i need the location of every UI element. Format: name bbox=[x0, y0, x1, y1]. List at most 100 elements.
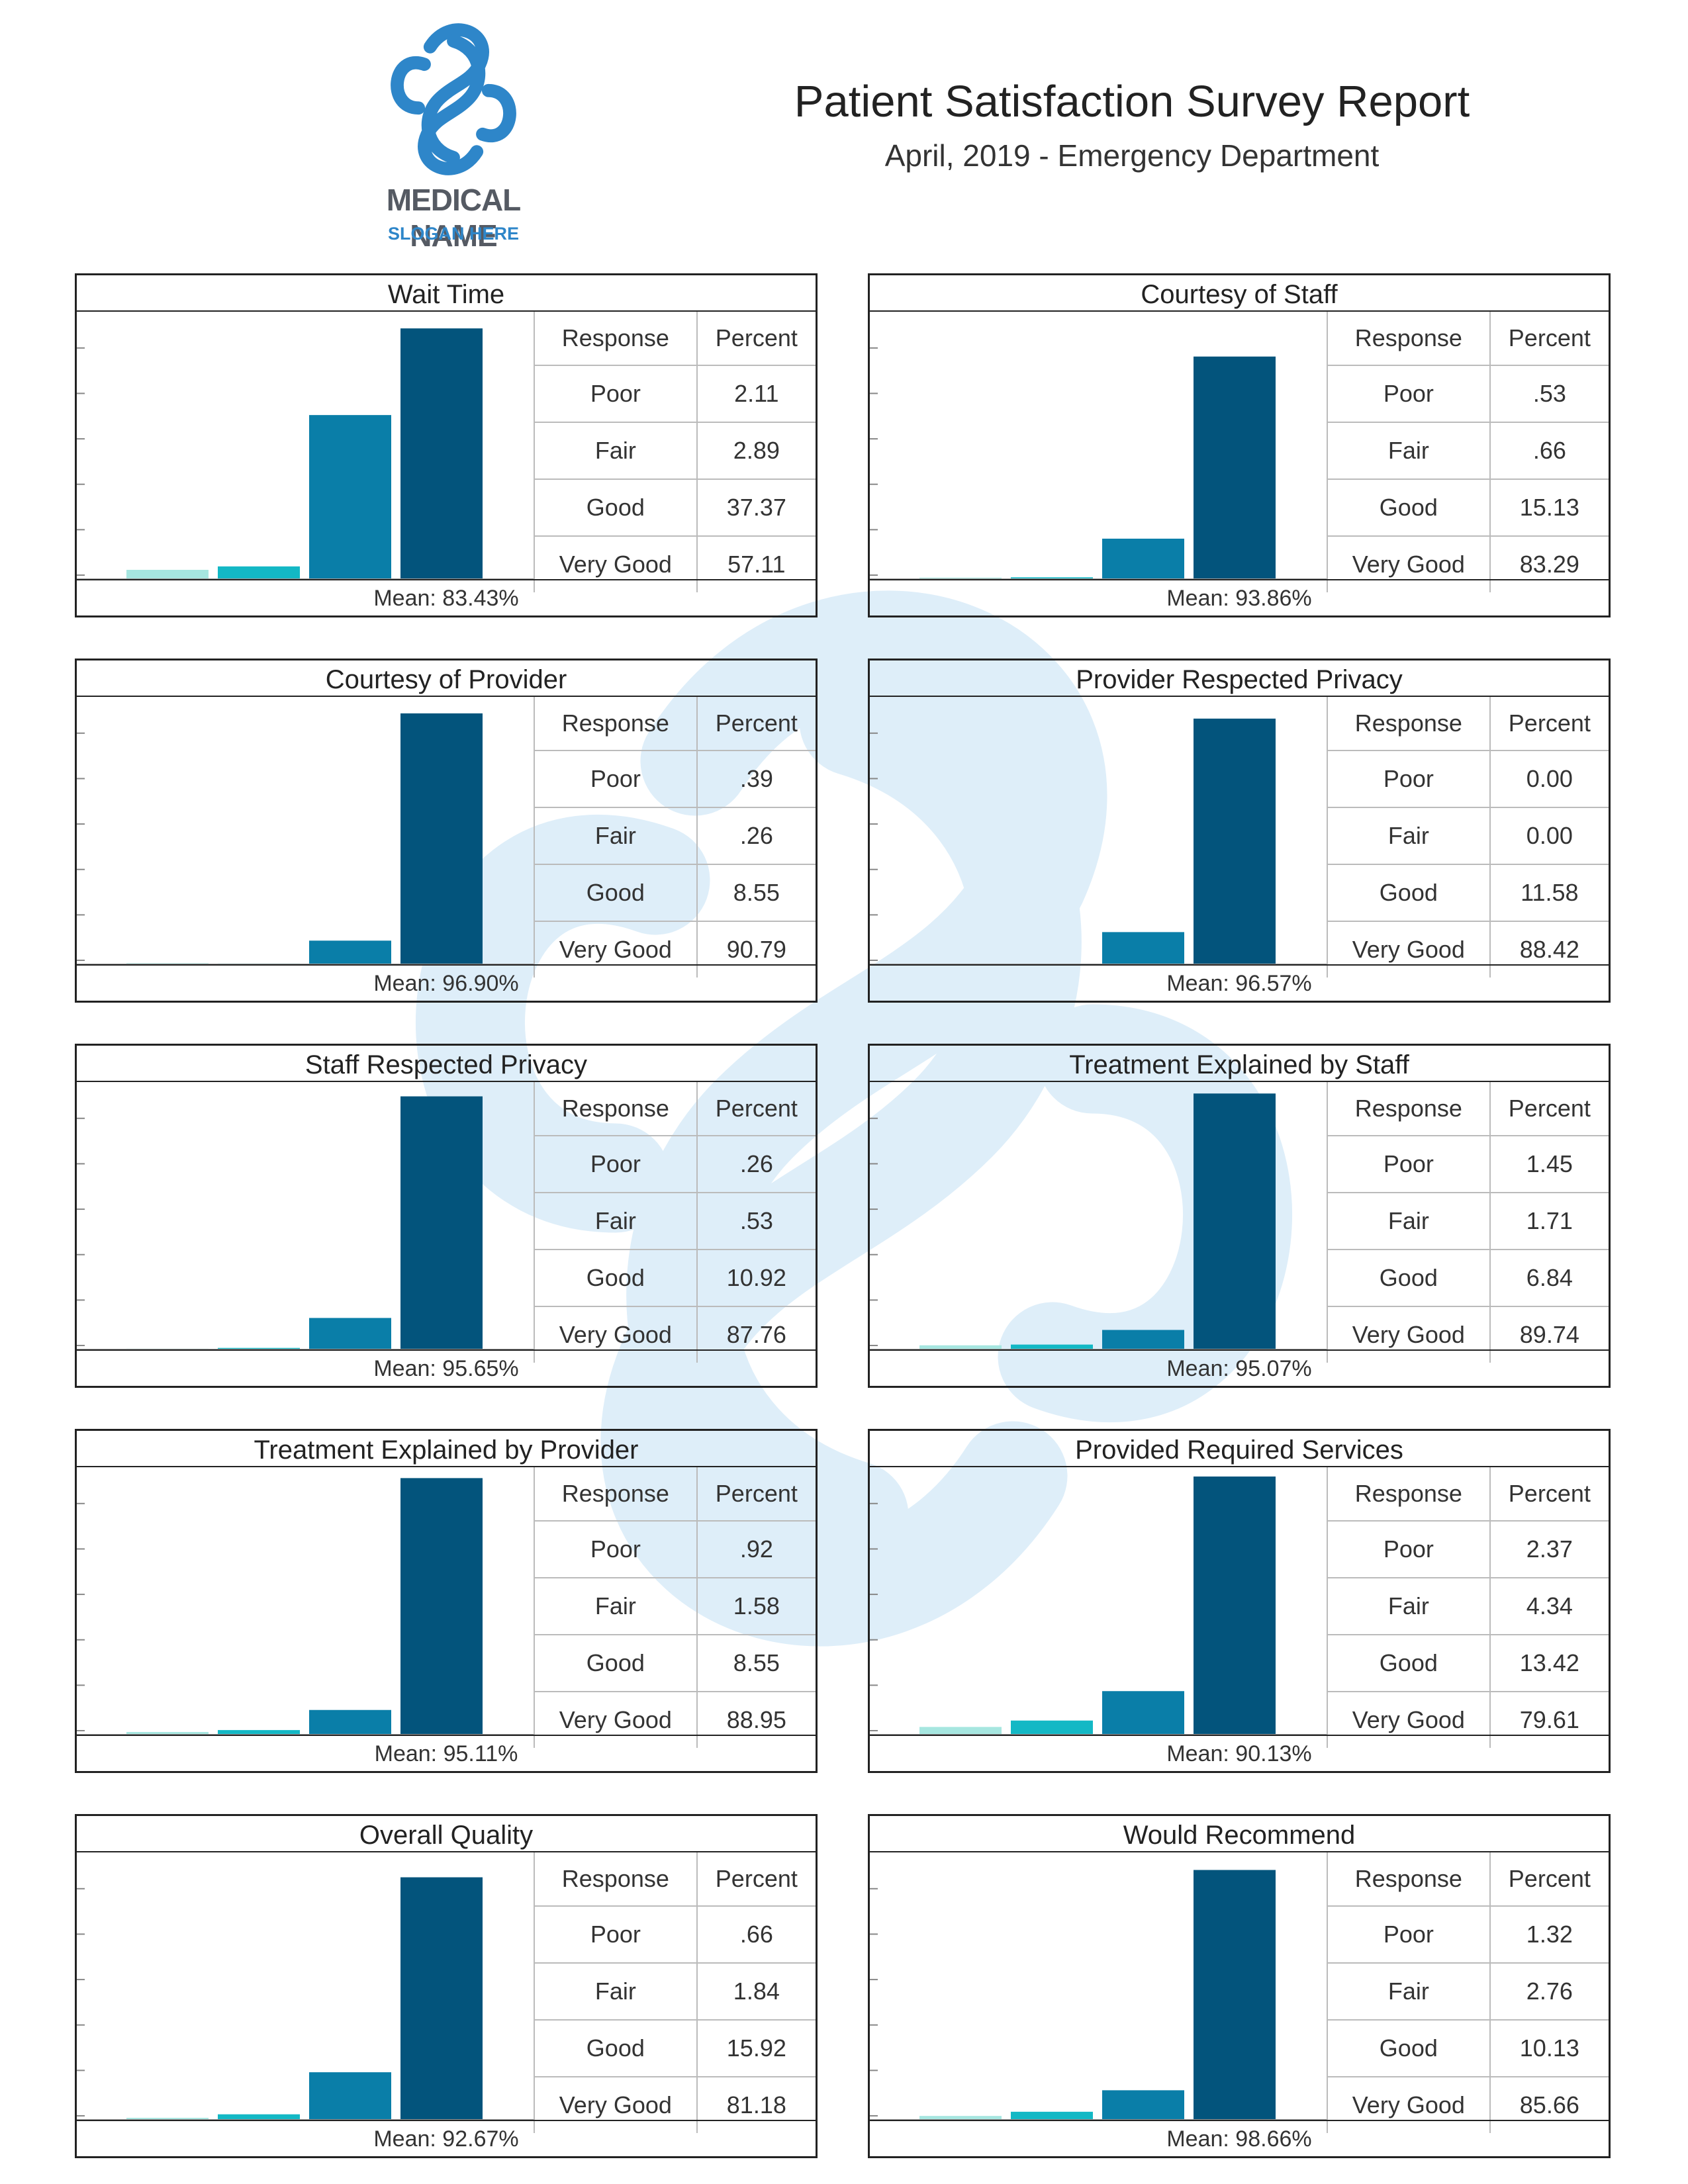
table-row: Good 37.37 bbox=[534, 478, 816, 537]
bar-good bbox=[309, 415, 391, 579]
bar-good bbox=[1102, 1330, 1184, 1349]
table-row: Good 10.92 bbox=[534, 1249, 816, 1307]
mean-value: Mean: 92.67% bbox=[77, 2120, 816, 2156]
panel-wait-time: Wait Time Response Percent Poor 2.11 Fair 2.89… bbox=[75, 273, 818, 617]
table-row: Poor .53 bbox=[1327, 365, 1609, 423]
percent-cell: 2.89 bbox=[696, 422, 816, 480]
response-header: Response bbox=[1327, 312, 1491, 366]
percent-cell: .92 bbox=[696, 1520, 816, 1578]
response-cell: Poor bbox=[1327, 750, 1491, 808]
percent-cell: 81.18 bbox=[696, 2076, 816, 2133]
response-cell: Good bbox=[1327, 2019, 1491, 2077]
response-cell: Fair bbox=[534, 1192, 698, 1250]
table-row: Fair 4.34 bbox=[1327, 1577, 1609, 1635]
percent-cell: .26 bbox=[696, 807, 816, 865]
bar-chart bbox=[77, 1852, 534, 2124]
table-row: Poor 1.45 bbox=[1327, 1135, 1609, 1193]
panel-title: Treatment Explained by Provider bbox=[77, 1431, 816, 1467]
percent-cell: 10.92 bbox=[696, 1249, 816, 1307]
percent-cell: 2.11 bbox=[696, 365, 816, 423]
bar-very-good bbox=[1194, 1477, 1276, 1735]
bar-chart-svg bbox=[77, 713, 534, 965]
percent-cell: 0.00 bbox=[1489, 750, 1609, 808]
panel-title: Treatment Explained by Staff bbox=[870, 1046, 1609, 1082]
response-header: Response bbox=[1327, 697, 1491, 751]
table-row: Very Good 87.76 bbox=[534, 1306, 816, 1363]
percent-cell: 1.84 bbox=[696, 1962, 816, 2021]
percent-header: Percent bbox=[1489, 312, 1609, 366]
bar-chart bbox=[77, 697, 534, 968]
percent-cell: 8.55 bbox=[696, 1634, 816, 1692]
bar-poor bbox=[126, 1731, 209, 1735]
table-row: Fair .26 bbox=[534, 807, 816, 865]
response-table: Response Percent Poor .53 Fair .66 Good 15.13 Ve… bbox=[1327, 312, 1609, 592]
response-cell: Fair bbox=[1327, 1962, 1491, 2021]
response-table: Response Percent Poor 0.00 Fair 0.00 Good 11.58… bbox=[1327, 697, 1609, 978]
table-row: Good 13.42 bbox=[1327, 1634, 1609, 1692]
bar-very-good bbox=[400, 713, 483, 964]
table-row: Fair 1.58 bbox=[534, 1577, 816, 1635]
table-row: Very Good 57.11 bbox=[534, 535, 816, 592]
brand-slogan: SLOGAN HERE bbox=[387, 224, 520, 244]
table-row: Fair .66 bbox=[1327, 422, 1609, 480]
percent-header: Percent bbox=[1489, 1852, 1609, 1907]
response-cell: Poor bbox=[534, 365, 698, 423]
response-cell: Good bbox=[1327, 1634, 1491, 1692]
table-row: Fair .53 bbox=[534, 1192, 816, 1250]
percent-cell: .66 bbox=[1489, 422, 1609, 480]
panel-title: Wait Time bbox=[77, 275, 816, 312]
table-row: Very Good 79.61 bbox=[1327, 1691, 1609, 1748]
bar-chart-svg bbox=[77, 1096, 534, 1350]
bar-chart-svg bbox=[870, 1477, 1327, 1735]
bar-chart bbox=[870, 312, 1327, 583]
percent-cell: 79.61 bbox=[1489, 1691, 1609, 1748]
percent-header: Percent bbox=[696, 1082, 816, 1136]
response-cell: Poor bbox=[1327, 1520, 1491, 1578]
bar-very-good bbox=[400, 328, 483, 579]
table-row: Poor 1.32 bbox=[1327, 1905, 1609, 1964]
table-row: Good 8.55 bbox=[534, 864, 816, 922]
response-cell: Very Good bbox=[1327, 2076, 1491, 2133]
bar-poor bbox=[919, 2116, 1002, 2120]
bar-poor bbox=[919, 577, 1002, 579]
table-row: Very Good 89.74 bbox=[1327, 1306, 1609, 1363]
response-table: Response Percent Poor .39 Fair .26 Good 8.55 Ver… bbox=[534, 697, 816, 978]
response-header: Response bbox=[534, 312, 698, 366]
response-table: Response Percent Poor 1.45 Fair 1.71 Good 6.84 V… bbox=[1327, 1082, 1609, 1363]
table-row: Poor 0.00 bbox=[1327, 750, 1609, 808]
response-cell: Fair bbox=[534, 807, 698, 865]
response-cell: Good bbox=[534, 864, 698, 922]
percent-cell: 4.34 bbox=[1489, 1577, 1609, 1635]
table-row: Fair 2.89 bbox=[534, 422, 816, 480]
response-cell: Poor bbox=[534, 1135, 698, 1193]
table-row: Very Good 90.79 bbox=[534, 921, 816, 978]
percent-cell: .53 bbox=[696, 1192, 816, 1250]
response-cell: Very Good bbox=[534, 921, 698, 978]
percent-header: Percent bbox=[696, 697, 816, 751]
bar-chart bbox=[870, 1852, 1327, 2124]
response-cell: Good bbox=[534, 1634, 698, 1692]
bar-good bbox=[309, 940, 391, 964]
response-cell: Fair bbox=[534, 1577, 698, 1635]
bar-fair bbox=[218, 1730, 300, 1735]
mean-value: Mean: 83.43% bbox=[77, 579, 816, 615]
percent-cell: 1.32 bbox=[1489, 1905, 1609, 1964]
bar-chart-svg bbox=[870, 1870, 1327, 2120]
panel-provided-required-services: Provided Required Services Response Percen… bbox=[868, 1429, 1611, 1773]
response-header: Response bbox=[1327, 1082, 1491, 1136]
percent-cell: 13.42 bbox=[1489, 1634, 1609, 1692]
bar-fair bbox=[1011, 577, 1093, 579]
table-row: Good 11.58 bbox=[1327, 864, 1609, 922]
response-cell: Very Good bbox=[534, 2076, 698, 2133]
percent-header: Percent bbox=[696, 1852, 816, 1907]
response-cell: Poor bbox=[534, 1905, 698, 1964]
panel-title: Provider Respected Privacy bbox=[870, 660, 1609, 697]
table-row: Good 15.92 bbox=[534, 2019, 816, 2077]
response-table: Response Percent Poor .26 Fair .53 Good 10.92 Ve… bbox=[534, 1082, 816, 1363]
percent-cell: 2.37 bbox=[1489, 1520, 1609, 1578]
brand-logo: MEDICAL NAME SLOGAN HERE bbox=[344, 20, 563, 253]
percent-cell: 83.29 bbox=[1489, 535, 1609, 592]
bar-very-good bbox=[400, 1877, 483, 2120]
response-table: Response Percent Poor 2.11 Fair 2.89 Good 37.37… bbox=[534, 312, 816, 592]
response-table: Response Percent Poor .92 Fair 1.58 Good 8.55 Ve… bbox=[534, 1467, 816, 1748]
